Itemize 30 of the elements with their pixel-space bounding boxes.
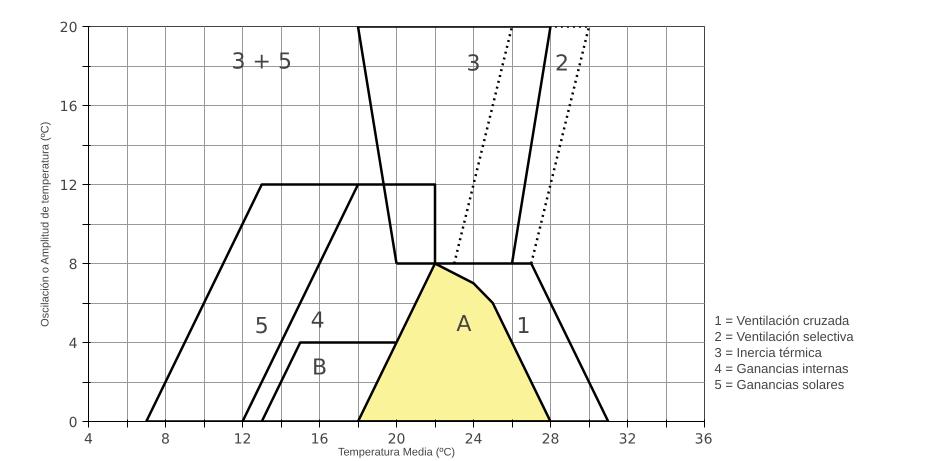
x-tick-label: 24: [464, 432, 482, 448]
x-tick-label: 32: [618, 432, 636, 448]
x-tick-label: 28: [542, 432, 560, 448]
text: 1 = Ventilación cruzada: [714, 313, 850, 328]
annotation: 3 + 5: [232, 50, 292, 75]
x-tick-label: 20: [388, 432, 406, 448]
annotation: 5: [254, 314, 269, 340]
text: 3 = Inercia térmica: [714, 345, 823, 360]
x-tick-label: 12: [234, 432, 252, 448]
text: 2 = Ventilación selectiva: [714, 329, 854, 344]
annotation: B: [312, 356, 328, 381]
annotation: 3: [466, 52, 480, 77]
y-tick-label: 16: [60, 99, 78, 115]
y-tick-label: 12: [60, 178, 78, 194]
x-tick-label: 8: [161, 432, 170, 448]
annotation: 1: [516, 314, 531, 340]
y-axis-title: Oscilación o Amplitud de temperatura (ºC): [40, 122, 52, 327]
x-tick-label: 36: [694, 432, 713, 448]
y-tick-label: 8: [68, 257, 78, 273]
x-tick-label: 4: [84, 432, 94, 448]
y-tick-label: 0: [68, 415, 78, 431]
x-axis-title: Temperatura Media (ºC): [338, 446, 456, 458]
annotation: A: [456, 312, 472, 338]
y-tick-label: 20: [60, 20, 78, 36]
x-tick-label: 16: [310, 432, 328, 448]
y-tick-label: 4: [68, 336, 78, 352]
annotation: 2: [555, 52, 570, 77]
annotation: 4: [310, 308, 325, 334]
text: 4 = Ganancias internas: [714, 361, 850, 376]
text: 5 = Ganancias solares: [714, 377, 845, 392]
